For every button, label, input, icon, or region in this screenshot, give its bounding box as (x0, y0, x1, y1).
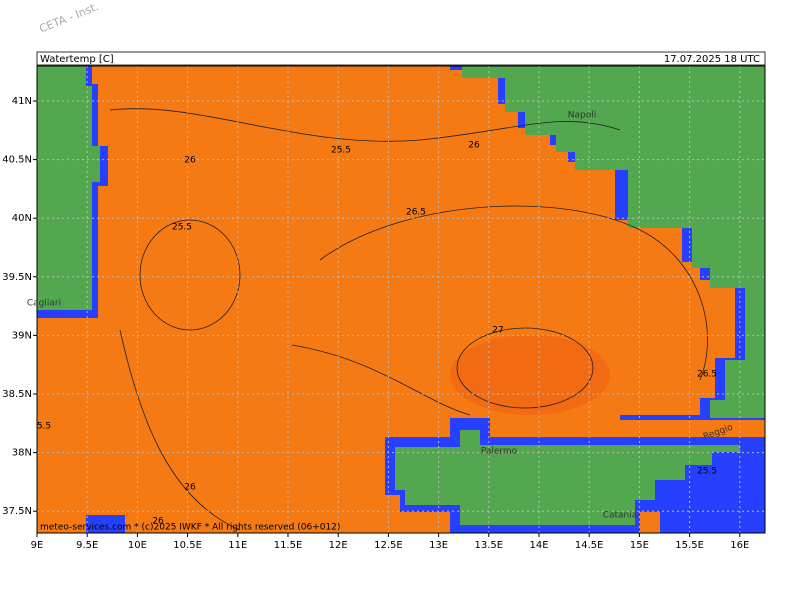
contour (456, 327, 594, 409)
lon-label: 12.5E (374, 540, 403, 551)
contour (291, 344, 471, 416)
island (86, 515, 125, 533)
contour-label: 25.5 (331, 146, 351, 156)
contour-label: 26 (184, 156, 196, 166)
place-name: Cagliari (27, 299, 61, 309)
lon-label: 13.5E (475, 540, 504, 551)
contour-label: 26.5 (406, 208, 426, 218)
map-date: 17.07.2025 18 UTC (664, 54, 760, 65)
contour-label: 25.5 (172, 223, 192, 233)
map-title: Watertemp [C] (40, 54, 114, 65)
map-area (36, 65, 766, 534)
lon-label: 15E (630, 540, 649, 551)
lat-label: 38.5N (2, 389, 32, 400)
contour-label: 26.5 (697, 370, 717, 380)
map-frame (36, 65, 766, 534)
contour-label: 5.5 (37, 422, 51, 432)
lon-label: 16E (730, 540, 749, 551)
contour-label: 27 (492, 326, 503, 336)
lat-label: 39.5N (2, 272, 32, 283)
land-sardinia (37, 66, 100, 310)
lat-label: 37.5N (2, 506, 32, 517)
land-sicily (395, 430, 740, 525)
coast-italy (450, 66, 765, 533)
place-name: Catania (603, 511, 638, 521)
contour-label: 26 (184, 483, 196, 493)
credit: meteo-services.com * (c)2025 IWKF * All … (40, 523, 340, 533)
place-name: Napoli (568, 111, 596, 121)
title-bar (36, 51, 766, 66)
lon-label: 9E (31, 540, 44, 551)
lat-label: 41N (12, 96, 32, 107)
warm-patch (450, 335, 610, 415)
lon-label: 13E (429, 540, 448, 551)
contour (139, 219, 241, 331)
contour (109, 108, 621, 142)
lon-label: 9.5E (76, 540, 98, 551)
contour (319, 205, 708, 381)
contour-label: 25.5 (697, 467, 717, 477)
lat-label: 40.5N (2, 155, 32, 166)
lon-label: 10.5E (173, 540, 202, 551)
lat-label: 40N (12, 213, 32, 224)
lon-label: 11E (228, 540, 247, 551)
lat-label: 38N (12, 448, 32, 459)
contour-label: 26 (468, 141, 480, 151)
land-mainland (462, 66, 765, 418)
contour (119, 329, 241, 531)
watermark: CETA - Inst. (37, 0, 100, 36)
lon-label: 10E (128, 540, 147, 551)
lon-label: 14E (529, 540, 548, 551)
contour-label: 26 (152, 517, 164, 527)
place-name: Palermo (481, 447, 518, 457)
lon-label: 11.5E (274, 540, 303, 551)
lon-label: 12E (329, 540, 348, 551)
lon-label: 14.5E (575, 540, 604, 551)
lon-label: 15.5E (675, 540, 704, 551)
lat-label: 39N (12, 330, 32, 341)
